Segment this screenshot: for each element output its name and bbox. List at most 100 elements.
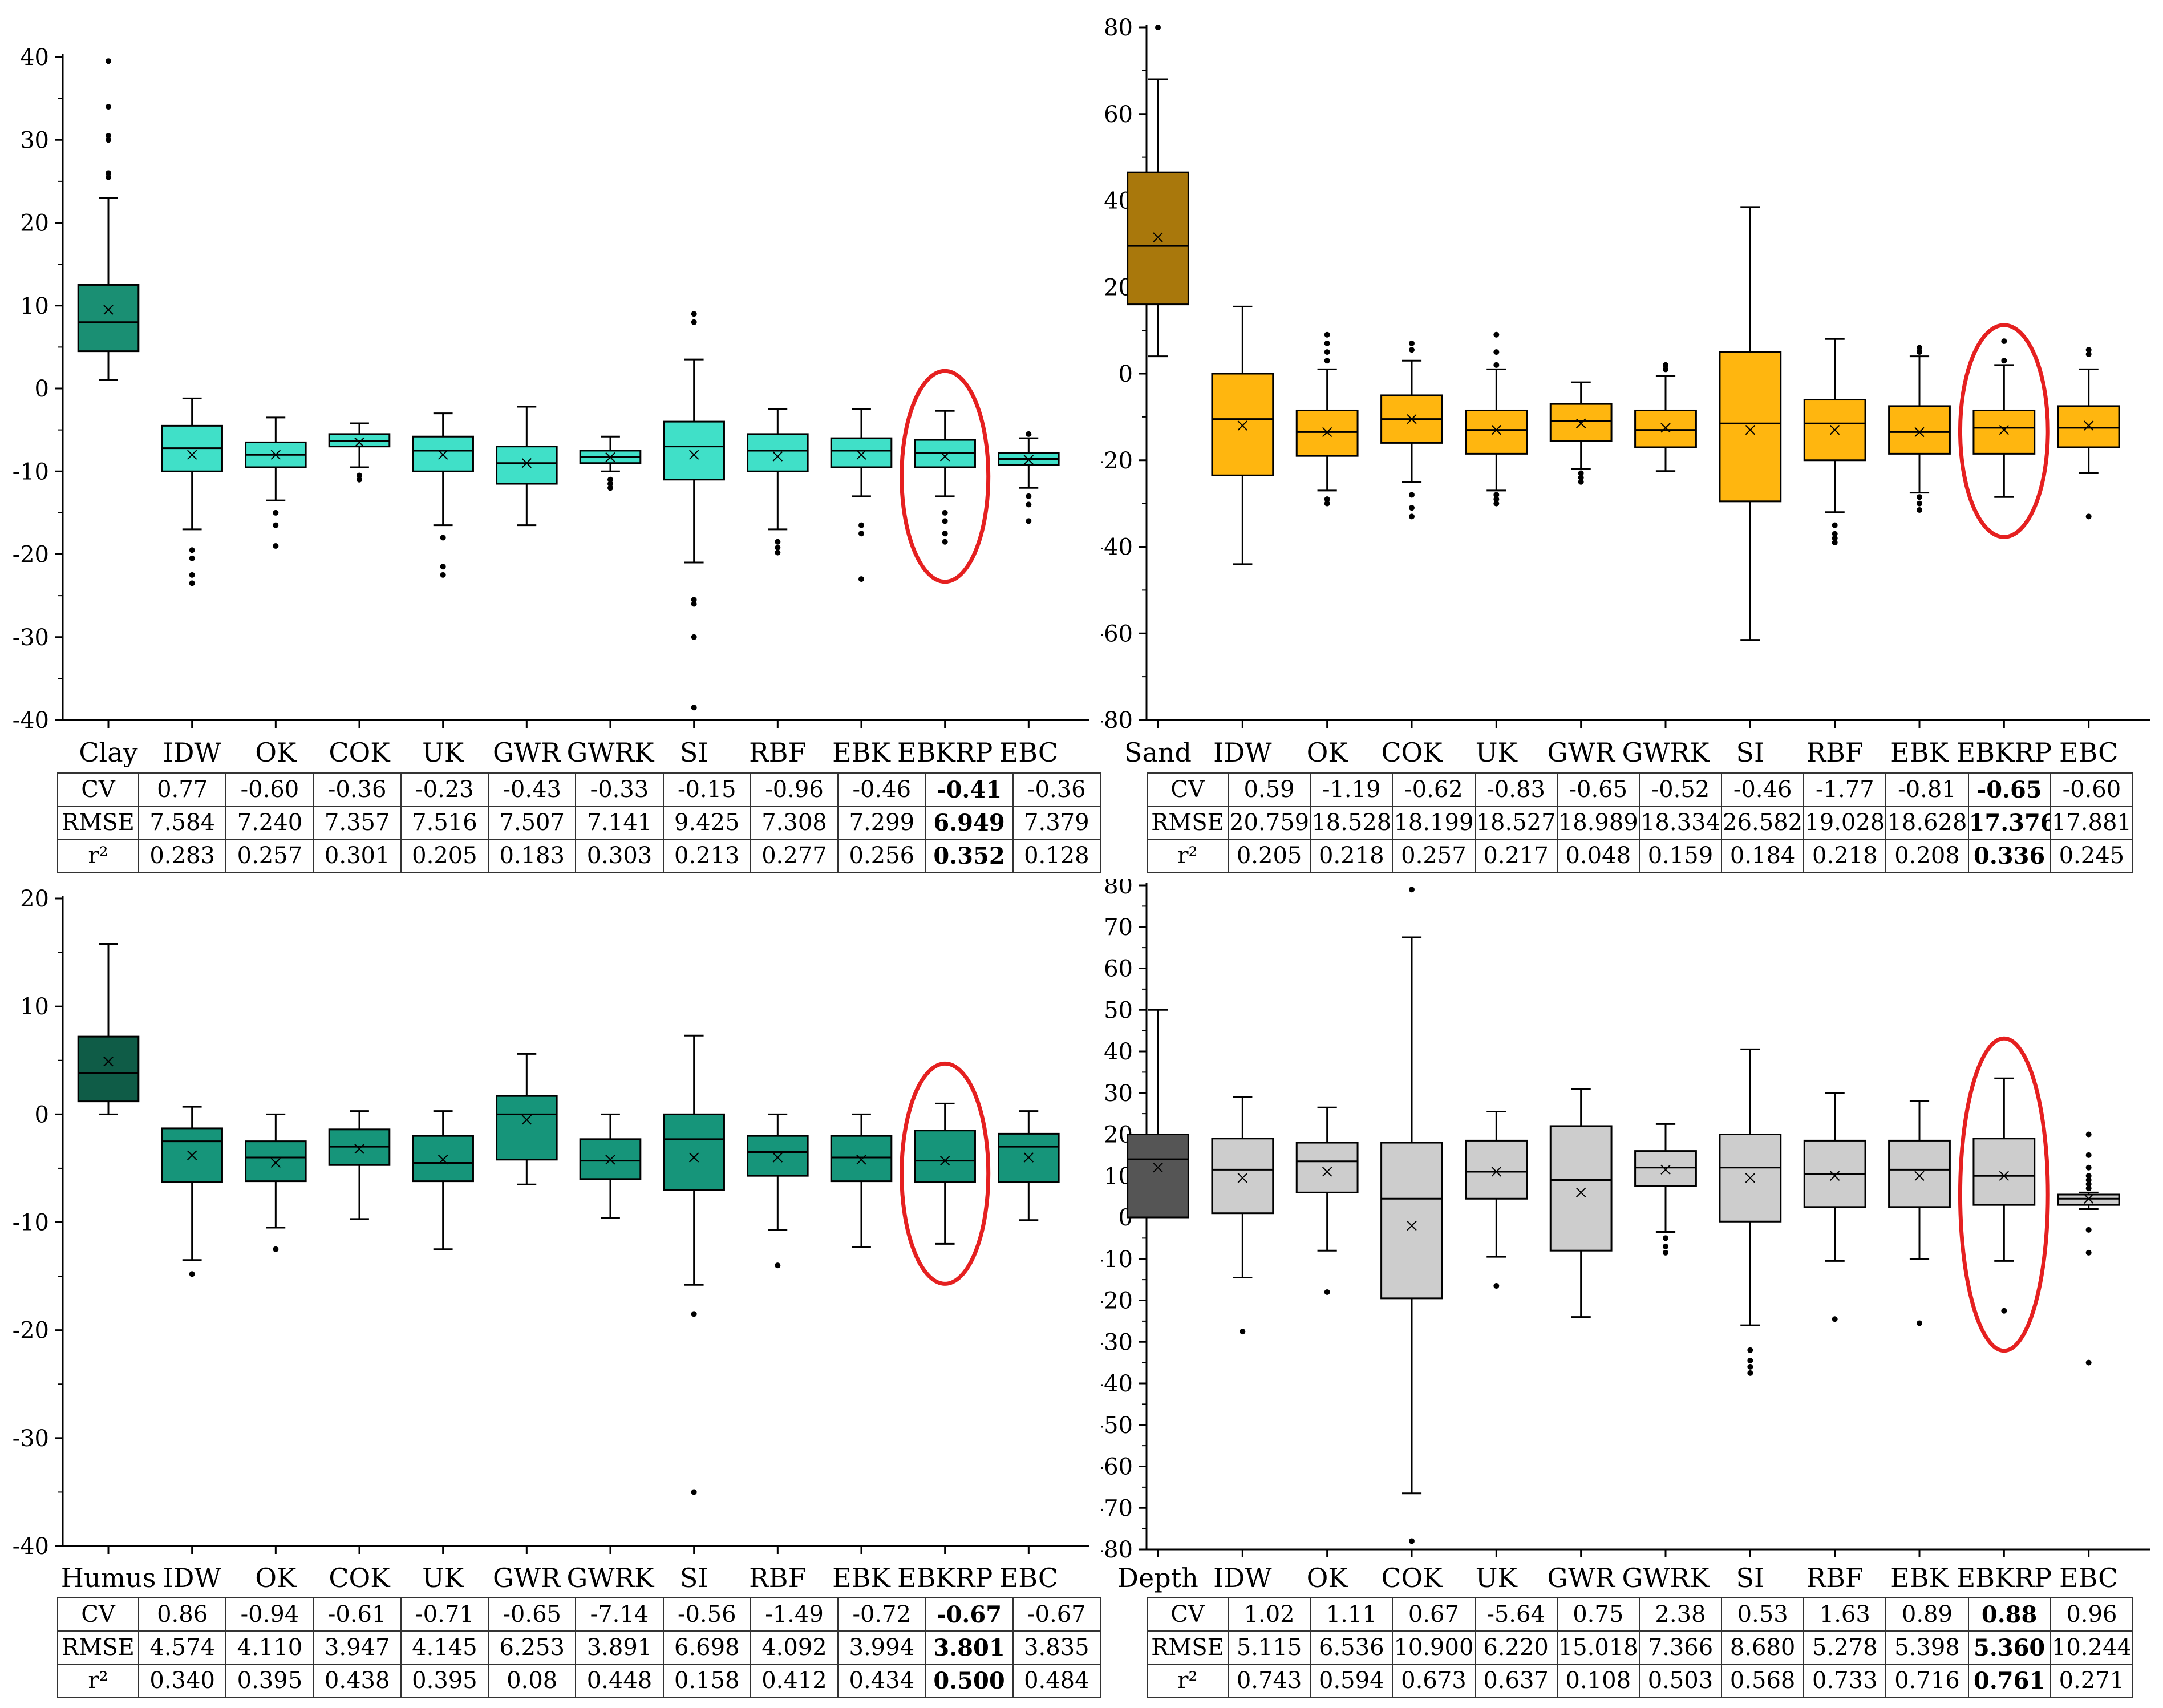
- stats-row: RMSE 20.759 18.528 18.199 18.527 18.989 18.334…: [1147, 806, 2134, 840]
- outlier-point: [189, 580, 195, 586]
- stats-cell: 5.115: [1227, 1630, 1311, 1665]
- y-tick-label: 0: [1119, 361, 1133, 387]
- category-label: EBK: [1890, 737, 1949, 768]
- y-tick-label: 80: [1104, 15, 1133, 41]
- mean-marker: [1829, 1171, 1840, 1181]
- mean-x-stroke: [1322, 427, 1332, 438]
- outlier-point: [357, 472, 362, 479]
- stats-cell: 0.213: [662, 839, 751, 873]
- stats-cell: 26.582: [1721, 806, 1805, 840]
- stats-cell: 6.698: [662, 1630, 751, 1665]
- outlier-point: [858, 576, 864, 582]
- outlier-point: [1747, 1370, 1753, 1376]
- outlier-point: [1324, 331, 1330, 338]
- stats-cell: 0.283: [137, 839, 227, 873]
- outlier-point: [1026, 518, 1032, 524]
- stats-cell: -0.81: [1885, 772, 1969, 807]
- box-uk: [412, 435, 474, 472]
- outlier-point: [691, 634, 697, 640]
- stats-cell: 10.900: [1392, 1630, 1476, 1665]
- stats-cell: 7.366: [1638, 1630, 1723, 1665]
- mean-x-stroke: [1745, 1173, 1756, 1183]
- mean-x-stroke: [103, 305, 114, 315]
- mean-x-stroke: [605, 1155, 615, 1165]
- category-label: COK: [1381, 737, 1443, 768]
- mean-x-stroke: [688, 1152, 699, 1163]
- outlier-point: [2085, 347, 2092, 353]
- stats-cell: 20.759: [1227, 806, 1311, 840]
- stats-cell: -7.14: [575, 1597, 664, 1632]
- outlier-point: [1493, 331, 1500, 338]
- mean-x-stroke: [1575, 418, 1586, 428]
- stats-cell: -0.60: [2049, 772, 2134, 807]
- stats-row: r² 0.340 0.395 0.438 0.395 0.08 0.448 0.158 0.41…: [57, 1664, 1101, 1698]
- outlier-point: [1493, 1283, 1500, 1289]
- stats-cell: -0.52: [1638, 772, 1723, 807]
- outlier-point: [106, 174, 111, 180]
- stats-cell: 7.357: [313, 806, 402, 840]
- mean-marker: [772, 1152, 783, 1163]
- box-cok: [1380, 1142, 1443, 1300]
- box-uk: [412, 1135, 474, 1183]
- stats-row: CV 1.02 1.11 0.67 -5.64 0.75 2.38 0.53 1.63 0.89 0…: [1147, 1597, 2134, 1632]
- outlier-point: [1493, 349, 1500, 355]
- box-ebkrp: [1972, 409, 2036, 455]
- outlier-point: [1324, 349, 1330, 355]
- outlier-point: [2001, 338, 2007, 345]
- outlier-point: [2085, 1249, 2092, 1256]
- mean-marker: [1322, 1167, 1332, 1177]
- stats-row: CV 0.86 -0.94 -0.61 -0.71 -0.65 -7.14 -0.56 -1.4…: [57, 1597, 1101, 1632]
- mean-x-stroke: [1829, 424, 1840, 435]
- stats-cell: -0.23: [400, 772, 489, 807]
- stats-cell: 18.628: [1885, 806, 1969, 840]
- box-si: [663, 420, 725, 481]
- mean-x-stroke: [354, 437, 364, 448]
- stats-cell: 0.503: [1638, 1664, 1723, 1698]
- box-ok: [1295, 1142, 1359, 1193]
- outlier-point: [2085, 1227, 2092, 1233]
- outlier-point: [775, 544, 781, 551]
- category-label: EBC: [2059, 1563, 2118, 1593]
- y-tick-label: -30: [1101, 1329, 1133, 1355]
- outlier-point: [1493, 496, 1500, 503]
- stats-cell: 3.994: [837, 1630, 926, 1665]
- outlier-point: [607, 476, 613, 483]
- category-label: RBF: [1806, 737, 1863, 768]
- outlier-point: [440, 564, 446, 570]
- y-tick-label: 50: [1104, 997, 1133, 1023]
- mean-marker: [605, 452, 615, 463]
- outlier-point: [1663, 366, 1668, 373]
- box-rbf: [747, 433, 809, 472]
- stats-cell: 0.434: [837, 1664, 926, 1698]
- stats-cell: 5.398: [1885, 1630, 1969, 1665]
- box-ebkrp: [1972, 1138, 2036, 1206]
- outlier-point: [2085, 1131, 2092, 1138]
- mean-x-stroke: [438, 1155, 448, 1165]
- stats-cell: 0.448: [575, 1664, 664, 1698]
- mean-marker: [1575, 1187, 1586, 1198]
- y-tick-label: 10: [20, 293, 49, 319]
- stats-cell: 0.77: [137, 772, 227, 807]
- stats-cell: 0.208: [1885, 839, 1969, 873]
- box-depth: [1127, 1134, 1189, 1219]
- outlier-point: [691, 597, 697, 603]
- stats-cell: -0.61: [313, 1597, 402, 1632]
- stats-cell: -0.65: [1556, 772, 1640, 807]
- mean-marker: [187, 1150, 197, 1160]
- outlier-point: [691, 705, 697, 711]
- category-label: SI: [1736, 737, 1764, 768]
- highlight-ellipse: [1958, 1036, 2050, 1353]
- stats-cell: 0.395: [225, 1664, 314, 1698]
- y-tick-label: -60: [1101, 1454, 1133, 1480]
- mean-x-stroke: [856, 450, 866, 460]
- mean-x-stroke: [939, 451, 950, 462]
- mean-marker: [939, 1155, 950, 1166]
- outlier-point: [273, 522, 279, 528]
- stats-cell: 0.568: [1721, 1664, 1805, 1698]
- sand-panel: -80-60-40-20020406080SandIDWOKCOKUKGWRGW…: [1101, 0, 2163, 879]
- mean-x-stroke: [1407, 1220, 1417, 1231]
- stats-cell: 7.240: [225, 806, 314, 840]
- outlier-point: [942, 539, 948, 545]
- outlier-point: [440, 535, 446, 541]
- highlight-ellipse: [1958, 323, 2050, 539]
